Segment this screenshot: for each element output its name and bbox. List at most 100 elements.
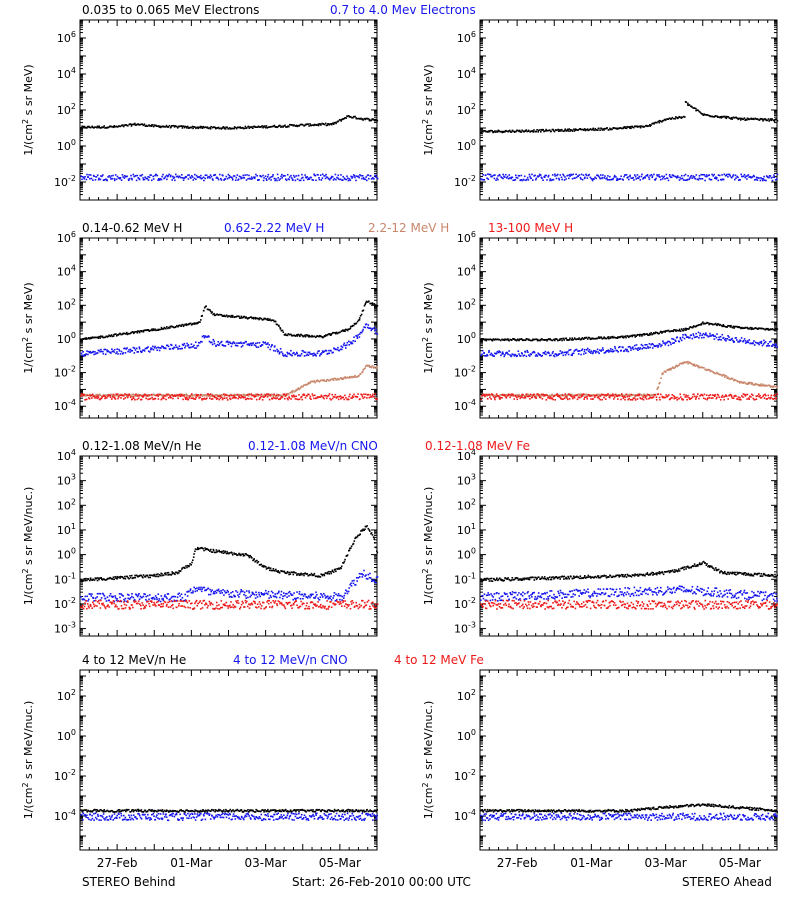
data-point xyxy=(361,395,364,398)
data-point xyxy=(95,336,97,339)
data-point xyxy=(583,128,586,130)
data-point xyxy=(261,319,264,321)
data-point xyxy=(136,332,139,334)
data-point xyxy=(151,328,153,330)
data-point xyxy=(118,333,120,335)
data-point xyxy=(230,393,232,396)
data-point xyxy=(192,394,194,397)
data-point xyxy=(366,179,368,182)
data-point xyxy=(308,178,311,180)
data-point xyxy=(747,383,749,385)
data-point xyxy=(602,337,605,339)
data-point xyxy=(277,394,280,396)
data-point xyxy=(309,335,311,338)
data-point xyxy=(672,330,675,333)
data-point xyxy=(355,334,357,337)
data-point xyxy=(573,130,576,132)
data-point xyxy=(667,118,670,120)
data-point xyxy=(97,396,100,399)
data-point xyxy=(297,125,299,127)
y-tick-label: 104 xyxy=(57,66,76,81)
data-point xyxy=(676,336,678,338)
data-point xyxy=(166,326,168,328)
data-point xyxy=(292,174,295,177)
data-point xyxy=(488,351,490,354)
data-point xyxy=(694,365,697,367)
data-point xyxy=(530,353,533,356)
data-point xyxy=(137,397,140,400)
data-point xyxy=(168,395,171,397)
data-point xyxy=(352,174,355,176)
data-point xyxy=(344,178,346,181)
data-point xyxy=(688,104,691,106)
data-point xyxy=(540,176,543,179)
data-point xyxy=(129,123,132,125)
data-point xyxy=(711,173,713,176)
data-point xyxy=(95,176,98,178)
data-point xyxy=(484,355,486,357)
data-point xyxy=(348,376,351,379)
data-point xyxy=(733,340,735,343)
data-point xyxy=(568,177,570,180)
data-point xyxy=(185,398,187,401)
data-point xyxy=(211,126,214,129)
data-point xyxy=(310,380,313,383)
data-point xyxy=(652,333,654,335)
data-point xyxy=(358,317,361,319)
data-point xyxy=(252,316,254,319)
data-point xyxy=(376,398,378,401)
data-point xyxy=(774,345,776,348)
data-point xyxy=(345,117,348,119)
data-point xyxy=(233,175,236,177)
data-point xyxy=(636,177,639,179)
data-point xyxy=(619,336,622,338)
data-point xyxy=(198,397,200,399)
data-point xyxy=(267,346,269,349)
data-point xyxy=(176,324,178,327)
data-point xyxy=(577,350,579,352)
data-point xyxy=(639,179,642,181)
data-point xyxy=(126,175,128,178)
data-point xyxy=(743,327,745,329)
data-point xyxy=(520,131,523,133)
data-point xyxy=(641,344,644,347)
data-point xyxy=(188,397,190,399)
data-point xyxy=(288,352,290,355)
data-point xyxy=(727,325,730,327)
data-point xyxy=(562,337,565,340)
data-point xyxy=(264,394,267,396)
data-point xyxy=(241,344,244,347)
data-point xyxy=(370,327,372,330)
data-point xyxy=(159,328,161,331)
data-point xyxy=(340,118,343,121)
data-point xyxy=(753,179,756,181)
data-point xyxy=(88,338,91,340)
data-point xyxy=(262,318,265,321)
data-point xyxy=(760,342,762,345)
data-point xyxy=(211,311,213,313)
data-point xyxy=(756,328,759,330)
data-point xyxy=(375,176,377,179)
data-point xyxy=(713,173,715,176)
data-point xyxy=(291,354,293,357)
data-point xyxy=(652,393,655,396)
data-point xyxy=(166,395,168,397)
data-point xyxy=(211,343,214,346)
data-point xyxy=(494,352,496,355)
data-point xyxy=(194,395,197,397)
data-point xyxy=(567,339,570,341)
data-point xyxy=(720,374,722,376)
data-point xyxy=(717,372,719,375)
data-point xyxy=(633,125,636,127)
data-point xyxy=(174,179,176,182)
data-point xyxy=(347,328,350,331)
data-point xyxy=(202,335,205,337)
data-point xyxy=(208,335,210,338)
data-point xyxy=(642,178,644,180)
data-point xyxy=(101,396,104,398)
data-point xyxy=(123,177,126,179)
data-point xyxy=(727,376,729,379)
data-point xyxy=(588,349,591,351)
